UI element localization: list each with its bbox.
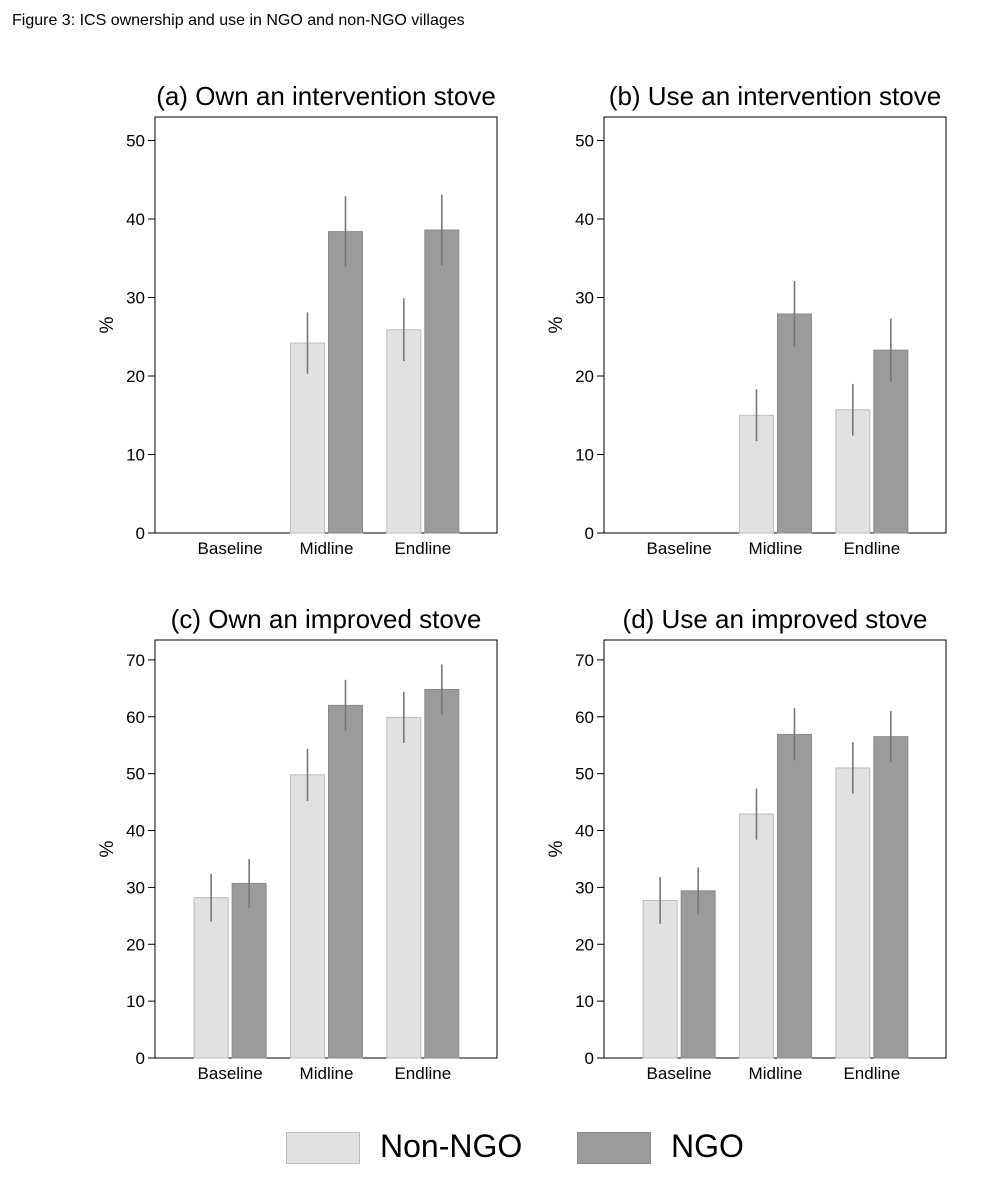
x-tick-label: Midline <box>300 1064 354 1083</box>
plot-frame <box>603 639 947 1059</box>
y-tick-label: 20 <box>126 935 145 954</box>
y-axis-label: % <box>97 316 118 333</box>
x-tick-label: Midline <box>749 539 803 558</box>
chart-title: (d) Use an improved stove <box>623 604 928 634</box>
x-tick-label: Baseline <box>198 539 263 558</box>
x-tick-label: Endline <box>394 539 451 558</box>
bar-non-ngo <box>193 897 229 1059</box>
bar-ngo <box>424 229 460 534</box>
bar-non-ngo <box>835 767 871 1059</box>
y-axis-label: % <box>546 840 567 857</box>
bar-non-ngo <box>386 716 422 1059</box>
legend-swatch-ngo <box>577 1132 651 1164</box>
y-tick-label: 30 <box>575 289 594 308</box>
x-tick-label: Baseline <box>198 1064 263 1083</box>
bar-ngo <box>680 890 716 1059</box>
bar-non-ngo <box>386 329 422 534</box>
bar-ngo <box>776 313 812 534</box>
y-tick-label: 30 <box>126 878 145 897</box>
y-tick-label: 10 <box>126 992 145 1011</box>
plot-frame <box>154 116 498 534</box>
x-tick-label: Baseline <box>647 539 712 558</box>
y-tick-label: 0 <box>136 1049 145 1068</box>
bar-ngo <box>327 704 363 1059</box>
bar-non-ngo <box>289 342 325 534</box>
y-tick-label: 40 <box>575 210 594 229</box>
y-tick-label: 40 <box>126 210 145 229</box>
y-tick-label: 60 <box>126 708 145 727</box>
charts-canvas: (a) Own an intervention stove% 0 10 20 30 40 5… <box>97 81 947 1083</box>
y-axis-label: % <box>546 316 567 333</box>
y-tick-label: 30 <box>575 878 594 897</box>
y-tick-label: 10 <box>575 992 594 1011</box>
y-tick-label: 50 <box>575 132 594 151</box>
bar-non-ngo <box>642 899 678 1059</box>
y-tick-label: 70 <box>575 651 594 670</box>
y-tick-label: 70 <box>126 651 145 670</box>
bar-non-ngo <box>738 813 774 1059</box>
legend-label-ngo: NGO <box>671 1128 744 1164</box>
chart-title: (a) Own an intervention stove <box>156 81 496 111</box>
figure-title: Figure 3: ICS ownership and use in NGO a… <box>12 12 465 29</box>
legend-swatch-non-ngo <box>286 1132 360 1164</box>
bar-non-ngo <box>289 774 325 1059</box>
y-tick-label: 30 <box>126 289 145 308</box>
legend-label-non-ngo: Non-NGO <box>380 1128 523 1164</box>
y-tick-label: 0 <box>585 524 594 543</box>
y-tick-label: 0 <box>585 1049 594 1068</box>
bar-ngo <box>424 688 460 1059</box>
x-tick-label: Midline <box>749 1064 803 1083</box>
x-tick-label: Endline <box>394 1064 451 1083</box>
y-tick-label: 20 <box>575 935 594 954</box>
x-tick-label: Midline <box>300 539 354 558</box>
y-tick-label: 40 <box>575 822 594 841</box>
y-tick-label: 10 <box>126 446 145 465</box>
x-tick-label: Endline <box>843 539 900 558</box>
chart-title: (b) Use an intervention stove <box>609 81 941 111</box>
plot-frame <box>603 116 947 534</box>
x-tick-label: Endline <box>843 1064 900 1083</box>
chart-title: (c) Own an improved stove <box>171 604 482 634</box>
y-tick-label: 20 <box>126 367 145 386</box>
bar-ngo <box>776 733 812 1059</box>
y-tick-label: 20 <box>575 367 594 386</box>
y-tick-label: 40 <box>126 822 145 841</box>
x-tick-label: Baseline <box>647 1064 712 1083</box>
bar-ngo <box>873 736 909 1059</box>
y-tick-label: 50 <box>126 765 145 784</box>
y-tick-label: 50 <box>575 765 594 784</box>
bar-ngo <box>327 231 363 534</box>
y-axis-label: % <box>97 840 118 857</box>
y-tick-label: 50 <box>126 132 145 151</box>
y-tick-label: 60 <box>575 708 594 727</box>
plot-frame <box>154 639 498 1059</box>
bar-ngo <box>231 882 267 1059</box>
y-tick-label: 10 <box>575 446 594 465</box>
y-tick-label: 0 <box>136 524 145 543</box>
